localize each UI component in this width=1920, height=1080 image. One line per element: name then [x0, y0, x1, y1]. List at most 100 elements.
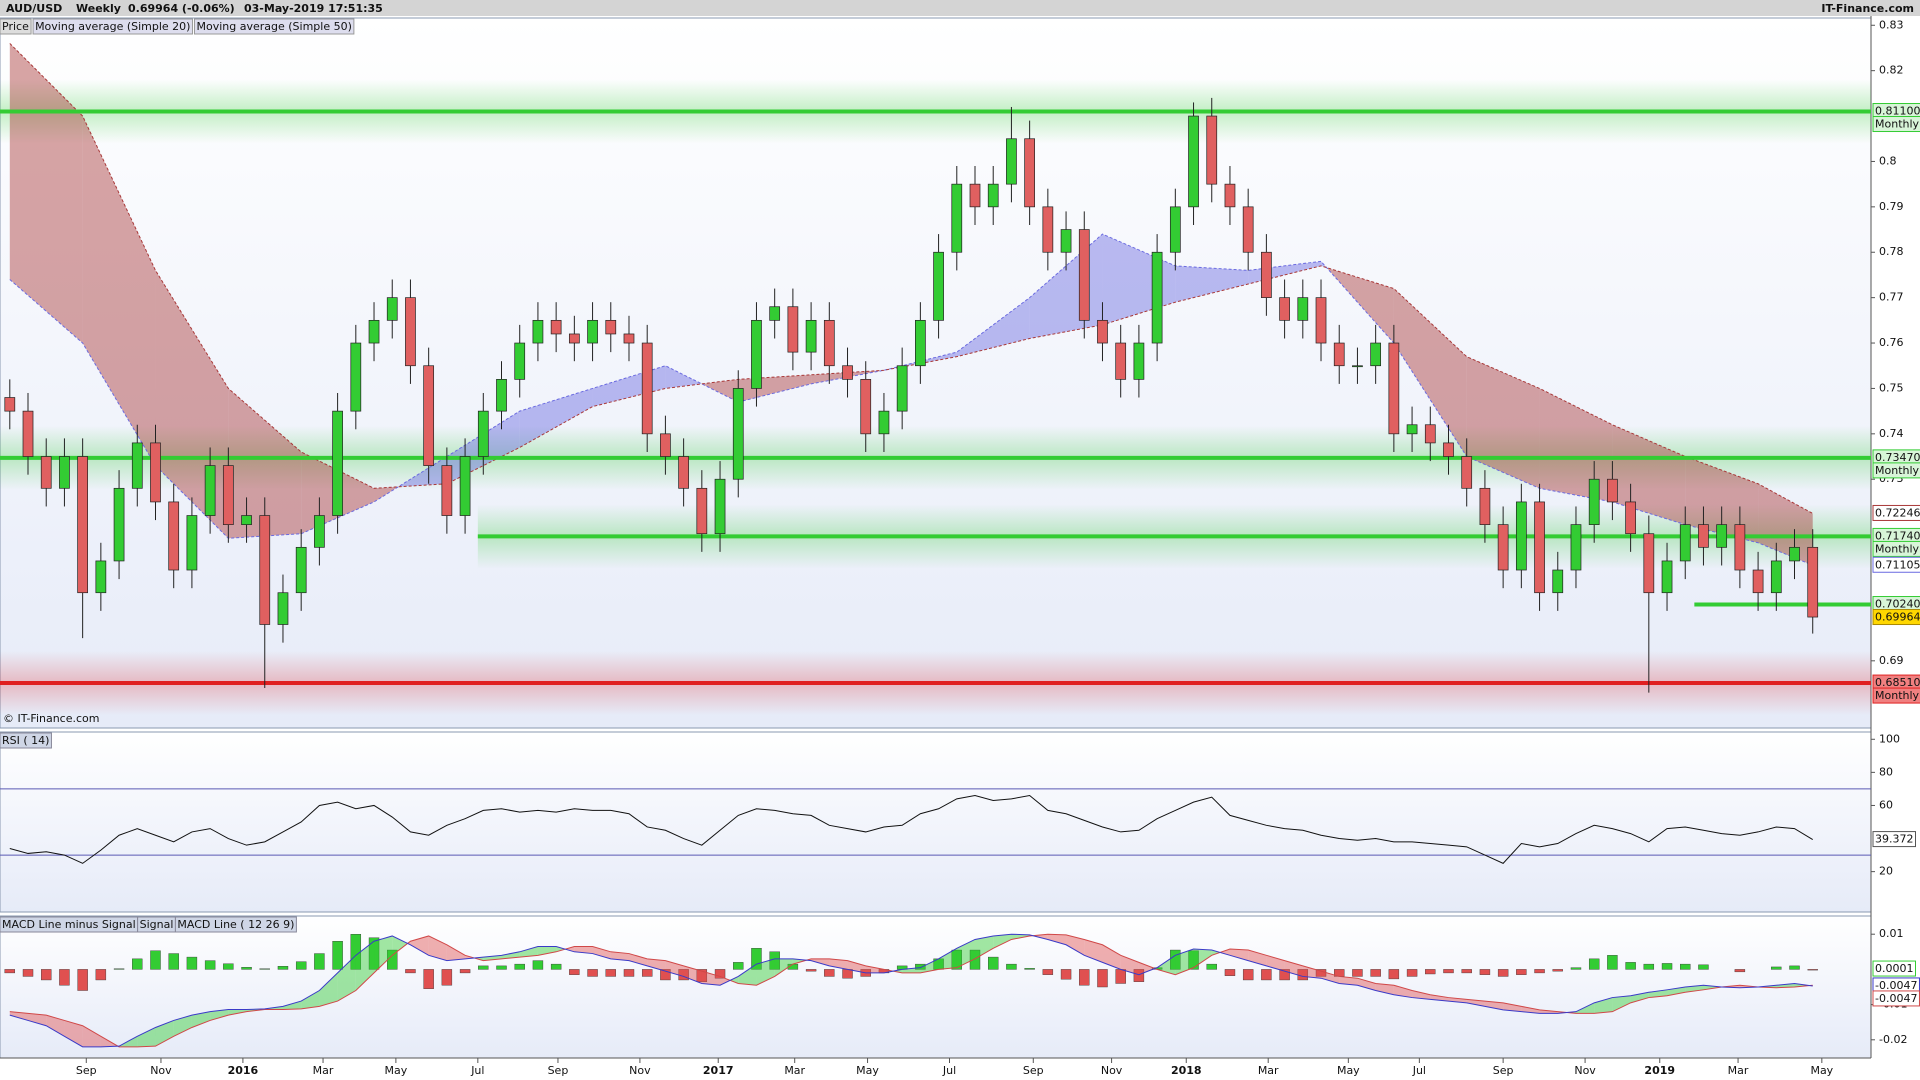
legend-label-box: MACD Line ( 12 26 9): [174, 916, 297, 933]
candle-body: [1333, 342, 1345, 367]
macd-fill: [9, 1011, 29, 1021]
candle-body: [1534, 501, 1545, 594]
x-tick-label: Jul: [470, 1064, 484, 1077]
candle-body: [131, 442, 143, 489]
candle-body: [1242, 206, 1254, 253]
candle-body: [896, 365, 908, 412]
macd-histogram: [550, 963, 562, 970]
x-tick-label: 2017: [703, 1064, 734, 1077]
ma-band: [519, 388, 593, 448]
macd-histogram: [532, 960, 544, 970]
macd-histogram: [1607, 955, 1618, 970]
candle-body: [4, 397, 16, 412]
macd-histogram: [660, 969, 671, 981]
macd-histogram: [1188, 950, 1199, 970]
macd-fill: [301, 990, 320, 1009]
macd-histogram: [569, 969, 580, 975]
macd-fill: [1776, 983, 1795, 988]
macd-histogram: [277, 966, 289, 970]
panel-title: RSI ( 14): [2, 734, 49, 747]
macd-histogram: [1242, 969, 1254, 981]
candle-body: [1151, 251, 1163, 344]
macd-fill: [1266, 955, 1285, 972]
macd-fill: [1612, 995, 1631, 1012]
macd-histogram: [1570, 967, 1582, 970]
macd-histogram: [714, 969, 726, 979]
macd-histogram: [368, 937, 380, 970]
candle-body: [1279, 297, 1290, 321]
macd-fill: [428, 935, 447, 961]
candle-body: [915, 319, 926, 367]
ma-band: [1758, 483, 1813, 566]
source: IT-Finance.com: [1821, 2, 1914, 15]
tag-bg: [1872, 990, 1920, 1007]
macd-histogram: [969, 949, 981, 970]
macd-histogram: [805, 969, 817, 972]
candle-body: [696, 487, 708, 535]
candle-body: [1388, 342, 1400, 435]
macd-histogram: [1771, 966, 1782, 970]
macd-histogram: [77, 969, 88, 991]
candle-body: [1552, 569, 1564, 594]
macd-histogram: [150, 950, 161, 970]
symbol: AUD/USD: [6, 2, 62, 15]
tag-bg: [1872, 609, 1920, 626]
candle-body: [1770, 560, 1782, 594]
macd-fill: [774, 958, 793, 977]
legend-label: MACD Line minus Signal: [2, 918, 136, 931]
macd-fill: [1193, 948, 1212, 968]
x-tick-label: 2018: [1171, 1064, 1202, 1077]
legend-label-box: Price: [0, 18, 32, 35]
candle-body: [787, 306, 799, 353]
macd-histogram: [1006, 963, 1017, 970]
candle-body: [1497, 524, 1509, 571]
candle-body: [823, 319, 835, 367]
macd-fill: [374, 935, 393, 973]
macd-fill: [738, 964, 757, 986]
macd-fill: [1102, 944, 1121, 970]
macd-histogram: [459, 969, 471, 974]
candle-body: [1261, 251, 1272, 298]
datetime: 03-May-2019 17:51:35: [244, 2, 383, 15]
tag-bg: [0, 732, 52, 749]
candle-body: [113, 487, 125, 562]
x-tick-label: 2019: [1644, 1064, 1675, 1077]
ma-band: [9, 43, 83, 344]
macd-histogram: [1588, 958, 1600, 970]
tag-bg: [193, 18, 355, 35]
candle-body: [1370, 342, 1382, 367]
macd-histogram: [1224, 969, 1236, 976]
macd-histogram: [1552, 969, 1563, 972]
macd-histogram: [1261, 969, 1272, 981]
macd-fill: [483, 955, 502, 961]
macd-histogram: [1170, 949, 1181, 970]
macd-histogram: [751, 948, 762, 970]
candle-body: [95, 560, 107, 594]
candle-body: [1643, 533, 1655, 594]
x-tick-label: Sep: [548, 1064, 569, 1077]
y-tick-label: -0.02: [1879, 1033, 1907, 1046]
macd-histogram: [168, 953, 179, 970]
macd-histogram: [733, 962, 744, 970]
macd-fill: [173, 1015, 192, 1037]
macd-histogram: [514, 963, 525, 970]
candle-body: [386, 297, 398, 321]
x-tick-label: Mar: [784, 1064, 805, 1077]
macd-fill: [210, 1009, 229, 1021]
copyright: © IT-Finance.com: [3, 712, 100, 725]
tag-bg: [0, 18, 32, 35]
macd-histogram: [1425, 969, 1436, 975]
macd-histogram: [1461, 969, 1472, 974]
level-period-box: Monthly: [1872, 687, 1920, 704]
macd-histogram: [1734, 969, 1746, 973]
candle-body: [878, 410, 890, 435]
macd-fill: [46, 1015, 65, 1037]
y-tick-label: 0.76: [1879, 336, 1904, 349]
macd-histogram: [478, 965, 489, 970]
macd-histogram: [223, 963, 234, 970]
candle-body: [295, 546, 307, 594]
candle-body: [1133, 342, 1145, 380]
candle-body: [1097, 319, 1108, 344]
ma-band: [701, 379, 739, 403]
level-period-box: Monthly: [1872, 116, 1920, 133]
